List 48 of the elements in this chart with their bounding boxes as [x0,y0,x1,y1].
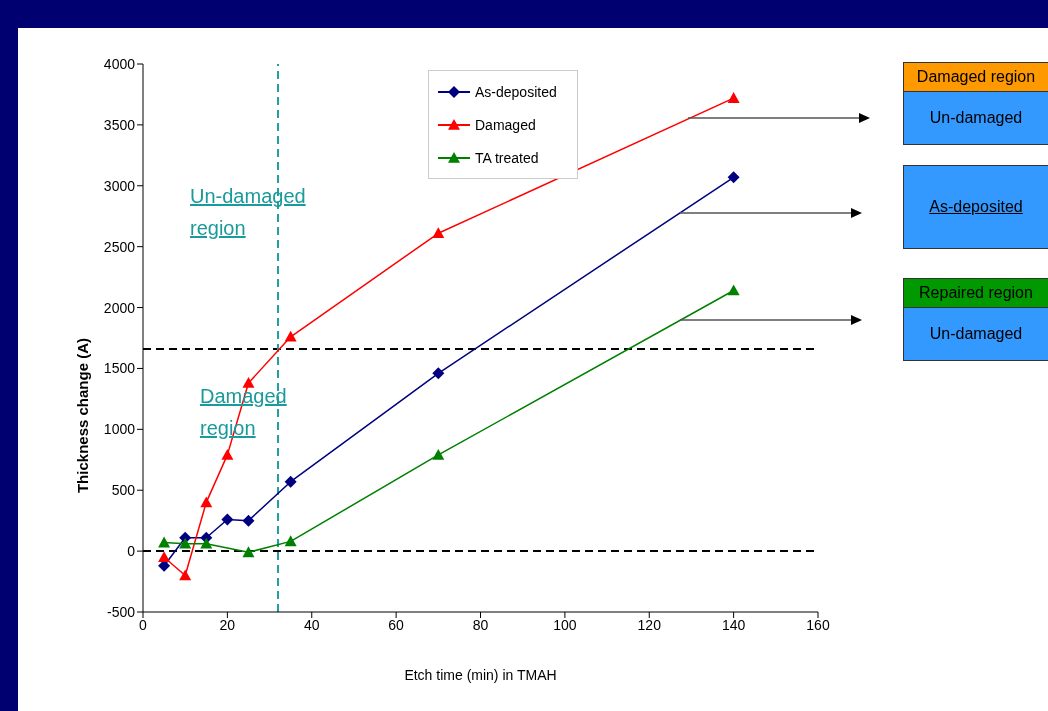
legend-label: TA treated [475,149,539,166]
x-tick-label: 20 [219,616,236,633]
y-tick-label: 4000 [103,55,136,72]
y-tick-label: 3500 [103,116,136,133]
x-tick-label: 160 [806,616,830,633]
x-axis-title: Etch time (min) in TMAH [404,666,557,683]
point [179,569,192,581]
y-tick-label: 1500 [103,360,136,377]
legend-label: As-deposited [475,83,557,100]
point [158,536,171,548]
x-tick-label: 140 [721,616,746,633]
point [200,496,213,508]
x-tick-label: 100 [553,616,577,633]
point [284,475,297,488]
point [432,448,445,460]
legend-label: Damaged [475,116,536,133]
point [432,367,445,380]
y-tick-label: 2500 [103,238,136,255]
point [158,551,171,562]
x-tick-label: 80 [472,616,489,633]
label-box: Damaged region Un-damaged [903,62,1048,145]
point [727,92,740,103]
label-box: As-deposited [903,165,1048,249]
y-tick-label: 2000 [103,299,136,316]
point [242,377,255,388]
x-tick-label: 60 [388,616,405,633]
point [200,537,213,549]
x-tick-label: 120 [637,616,662,633]
point [284,330,297,342]
point [727,284,740,296]
y-tick-label: 3000 [103,177,136,194]
annotation: Un-damaged region [190,184,306,241]
point [221,513,234,526]
x-tick-label: 0 [139,616,148,633]
point [727,171,740,184]
label-box: Repaired region Un-damaged [903,278,1048,361]
point [179,537,192,549]
point [432,227,445,239]
y-tick-label: 1000 [103,421,136,438]
point [242,546,255,558]
y-axis-title: Thickness change (A) [74,338,92,494]
point [242,514,255,527]
y-tick-label: -500 [106,603,136,620]
x-tick-label: 40 [303,616,320,633]
y-tick-label: 500 [111,482,136,499]
point [284,535,297,547]
point [221,448,234,460]
y-tick-label: 0 [127,543,136,560]
